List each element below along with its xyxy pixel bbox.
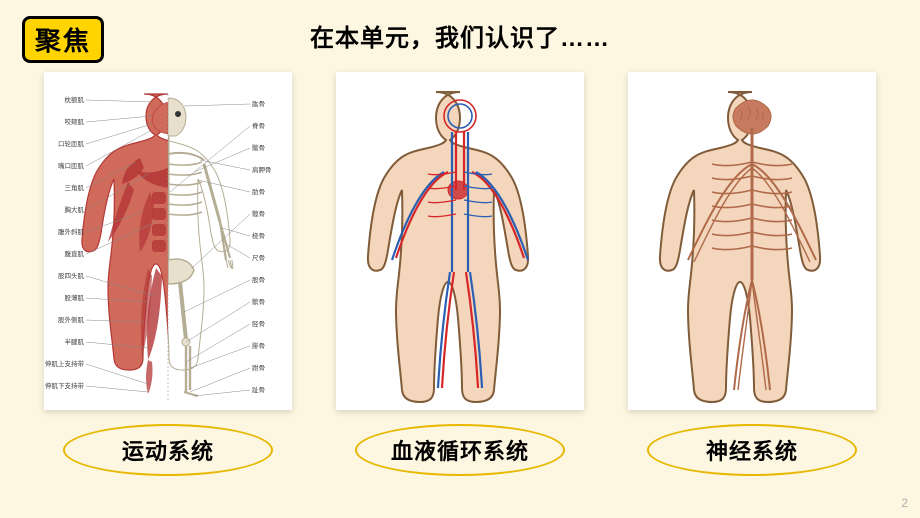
svg-text:腹外斜肌: 腹外斜肌 [58, 227, 85, 236]
diagram-muscular-skeletal: 枕额肌咬颊肌口轮匝肌嘴口匝肌三角肌胸大肌腹外斜肌腹直肌股四头肌股薄肌股外侧肌半腱… [44, 72, 292, 410]
svg-text:口轮匝肌: 口轮匝肌 [58, 139, 85, 148]
svg-text:股外侧肌: 股外侧肌 [58, 315, 85, 324]
nervous-svg [628, 72, 876, 410]
svg-text:肩胛骨: 肩胛骨 [252, 165, 272, 174]
svg-text:股骨: 股骨 [252, 276, 265, 284]
caption-movement-text: 运动系统 [122, 434, 214, 466]
card-circulatory-system: 血液循环系统 [336, 72, 584, 476]
svg-text:髂骨: 髂骨 [252, 143, 265, 152]
card-row: 枕额肌咬颊肌口轮匝肌嘴口匝肌三角肌胸大肌腹外斜肌腹直肌股四头肌股薄肌股外侧肌半腱… [0, 72, 920, 476]
slide: 聚焦 在本单元，我们认识了…… 枕额肌咬颊肌口轮匝肌嘴口匝肌三角肌胸大肌腹外斜肌… [0, 0, 920, 518]
svg-text:股薄肌: 股薄肌 [65, 293, 85, 302]
svg-text:半腱肌: 半腱肌 [65, 337, 85, 346]
svg-text:尺骨: 尺骨 [252, 254, 265, 262]
svg-text:咬颊肌: 咬颊肌 [65, 117, 85, 126]
svg-text:腓骨: 腓骨 [252, 341, 265, 350]
diagram-circulatory [336, 72, 584, 410]
svg-text:跗骨: 跗骨 [252, 363, 265, 372]
muscular-skeletal-svg: 枕额肌咬颊肌口轮匝肌嘴口匝肌三角肌胸大肌腹外斜肌腹直肌股四头肌股薄肌股外侧肌半腱… [44, 72, 292, 410]
card-nervous-system: 神经系统 [628, 72, 876, 476]
svg-text:胸大肌: 胸大肌 [65, 205, 85, 214]
svg-text:嘴口匝肌: 嘴口匝肌 [58, 161, 85, 170]
svg-text:肱骨: 肱骨 [252, 99, 265, 108]
caption-movement: 运动系统 [63, 424, 273, 476]
caption-nervous-text: 神经系统 [706, 434, 798, 466]
svg-text:伸肌上支持带: 伸肌上支持带 [45, 359, 85, 368]
circulatory-svg [336, 72, 584, 410]
slide-title: 在本单元，我们认识了…… [0, 18, 920, 53]
card-movement-system: 枕额肌咬颊肌口轮匝肌嘴口匝肌三角肌胸大肌腹外斜肌腹直肌股四头肌股薄肌股外侧肌半腱… [44, 72, 292, 476]
svg-text:伸肌下支持带: 伸肌下支持带 [45, 381, 85, 390]
page-number: 2 [901, 496, 908, 510]
svg-text:肋骨: 肋骨 [252, 187, 265, 196]
svg-text:股四头肌: 股四头肌 [58, 271, 85, 280]
svg-text:三角肌: 三角肌 [65, 183, 85, 192]
diagram-nervous [628, 72, 876, 410]
svg-text:髌骨: 髌骨 [252, 297, 265, 306]
caption-circulatory-text: 血液循环系统 [391, 434, 529, 466]
svg-text:髋骨: 髋骨 [252, 209, 265, 218]
svg-text:腹直肌: 腹直肌 [65, 249, 85, 258]
svg-text:桡骨: 桡骨 [252, 231, 265, 240]
caption-nervous: 神经系统 [647, 424, 857, 476]
svg-text:趾骨: 趾骨 [252, 385, 265, 394]
svg-text:脊骨: 脊骨 [252, 121, 265, 130]
caption-circulatory: 血液循环系统 [355, 424, 565, 476]
svg-text:胫骨: 胫骨 [252, 320, 265, 328]
svg-text:枕额肌: 枕额肌 [65, 95, 85, 104]
